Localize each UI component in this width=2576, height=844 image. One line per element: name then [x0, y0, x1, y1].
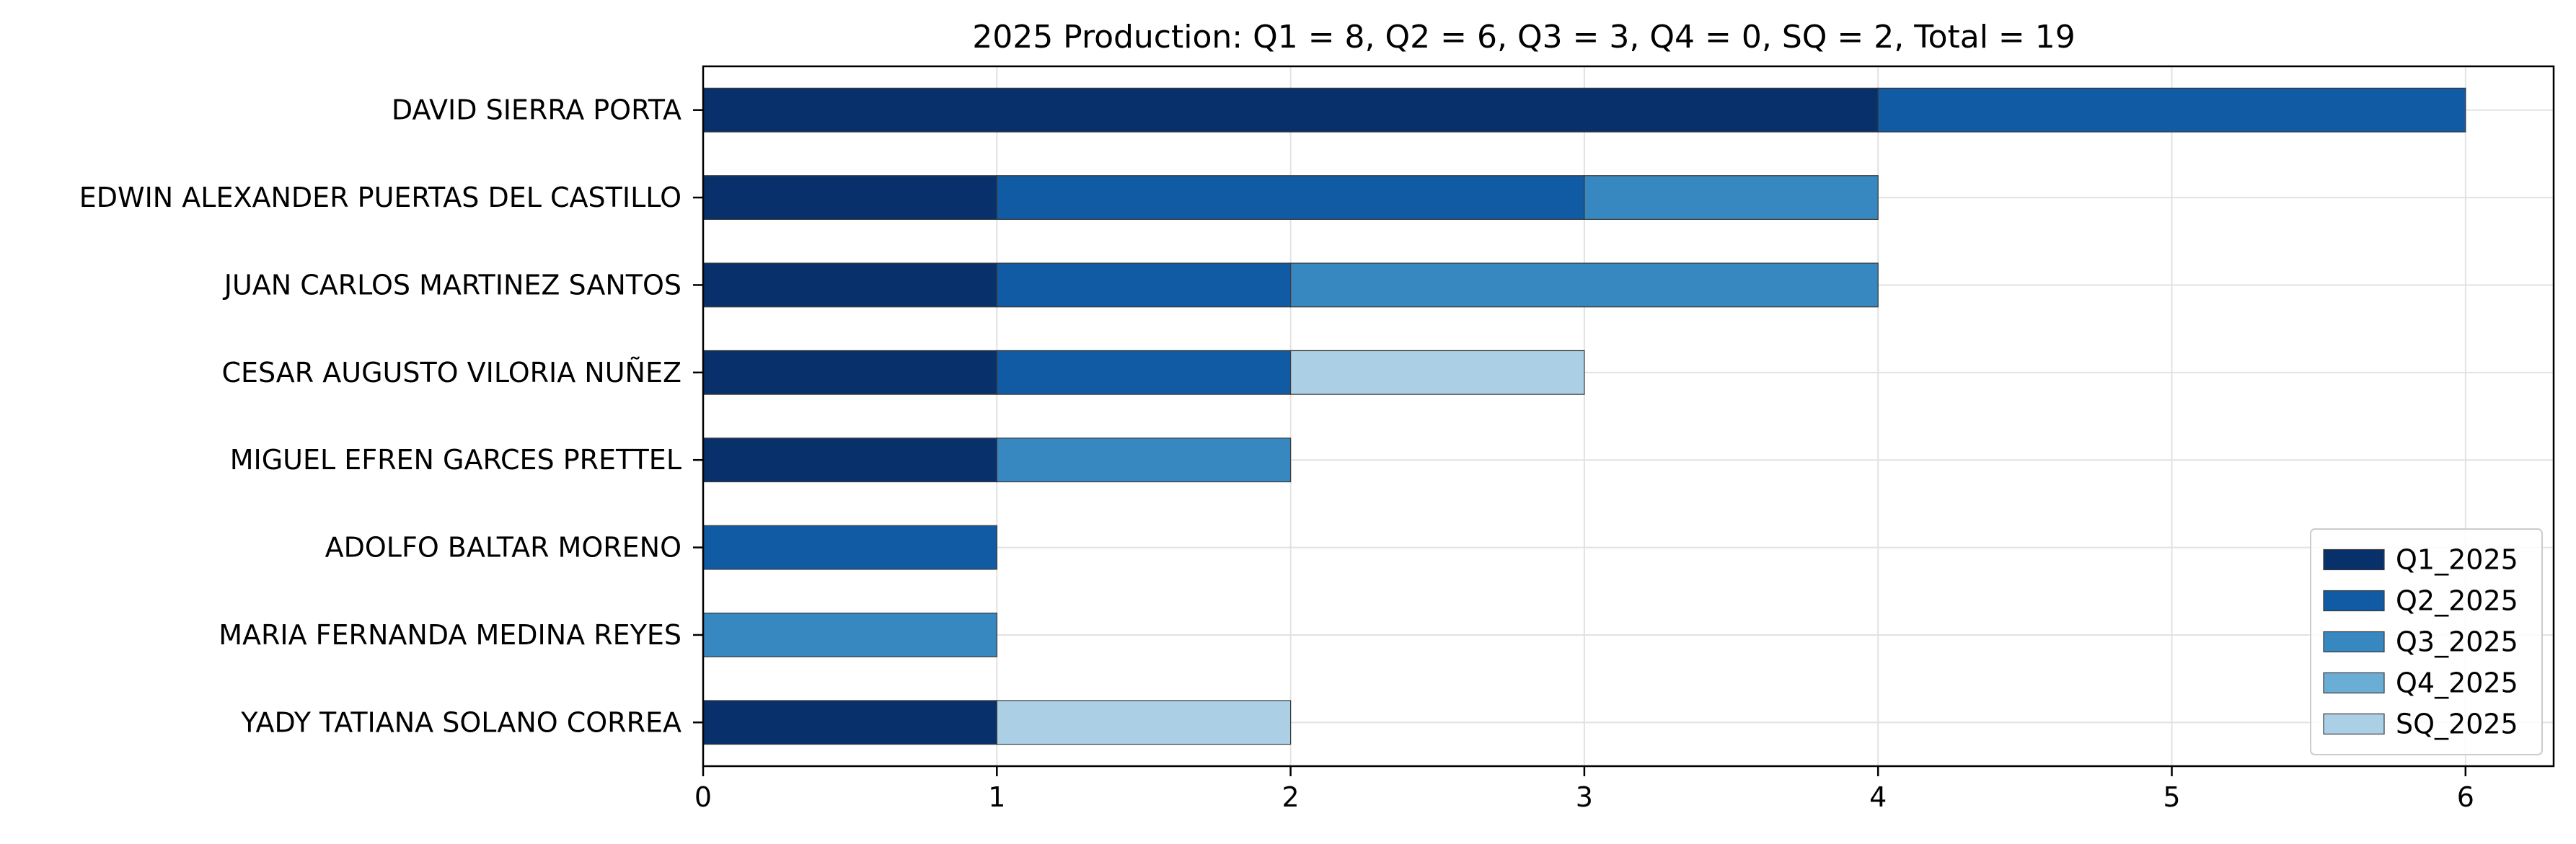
y-tick-label: MARIA FERNANDA MEDINA REYES [219, 619, 682, 651]
bar-segment [1584, 175, 1879, 221]
bar-segment [996, 350, 1292, 395]
x-tick-labels: 0 1 2 3 4 5 6 [694, 766, 2474, 813]
y-tick-label: ADOLFO BALTAR MORENO [325, 532, 682, 564]
bar-segment [1290, 350, 1585, 395]
legend-label: SQ_2025 [2396, 708, 2518, 740]
y-tick-label: CESAR AUGUSTO VILORIA NUÑEZ [221, 357, 682, 388]
bar-segment [996, 262, 1292, 308]
bar-segment [996, 700, 1292, 745]
legend-swatch [2323, 631, 2385, 653]
bar-segment [996, 437, 1292, 483]
x-tick-label: 3 [1576, 781, 1593, 813]
x-tick-label: 5 [2163, 781, 2180, 813]
y-tick-label: DAVID SIERRA PORTA [392, 94, 682, 126]
bar-segment [702, 525, 997, 570]
bar-segment [702, 262, 997, 308]
grid-lines [702, 66, 2554, 766]
legend-label: Q3_2025 [2396, 626, 2518, 658]
legend-label: Q1_2025 [2396, 544, 2518, 576]
bar-segment [996, 175, 1585, 221]
legend-label: Q2_2025 [2396, 585, 2518, 617]
bar-segment [702, 700, 997, 745]
y-tick-label: YADY TATIANA SOLANO CORREA [240, 706, 682, 738]
legend-swatch [2323, 713, 2385, 735]
bar-segment [702, 175, 997, 221]
bar-segment [1877, 87, 2466, 133]
bar-segment [702, 612, 997, 657]
x-tick-label: 6 [2457, 781, 2474, 813]
x-tick-label: 2 [1282, 781, 1300, 813]
legend: Q1_2025 Q2_2025 Q3_2025 Q4_2025 SQ_2025 [2310, 528, 2543, 755]
bars [702, 87, 2466, 745]
y-tick-labels: DAVID SIERRA PORTA EDWIN ALEXANDER PUERTA… [79, 94, 703, 738]
bar-segment [702, 437, 997, 483]
plot-frame [702, 65, 2555, 768]
legend-swatch [2323, 672, 2385, 694]
x-tick-label: 4 [1869, 781, 1887, 813]
legend-swatch [2323, 548, 2385, 571]
legend-box [2310, 528, 2543, 755]
y-tick-label: EDWIN ALEXANDER PUERTAS DEL CASTILLO [79, 182, 682, 213]
bar-segment [702, 350, 997, 395]
y-tick-label: JUAN CARLOS MARTINEZ SANTOS [223, 269, 682, 301]
x-tick-label: 0 [694, 781, 712, 813]
bar-segment [1290, 262, 1879, 308]
y-tick-label: MIGUEL EFREN GARCES PRETTEL [230, 444, 682, 476]
legend-label: Q4_2025 [2396, 667, 2518, 699]
bar-segment [702, 87, 1879, 133]
chart-title: 2025 Production: Q1 = 8, Q2 = 6, Q3 = 3,… [972, 19, 2076, 55]
x-tick-label: 1 [988, 781, 1005, 813]
legend-swatch [2323, 590, 2385, 612]
